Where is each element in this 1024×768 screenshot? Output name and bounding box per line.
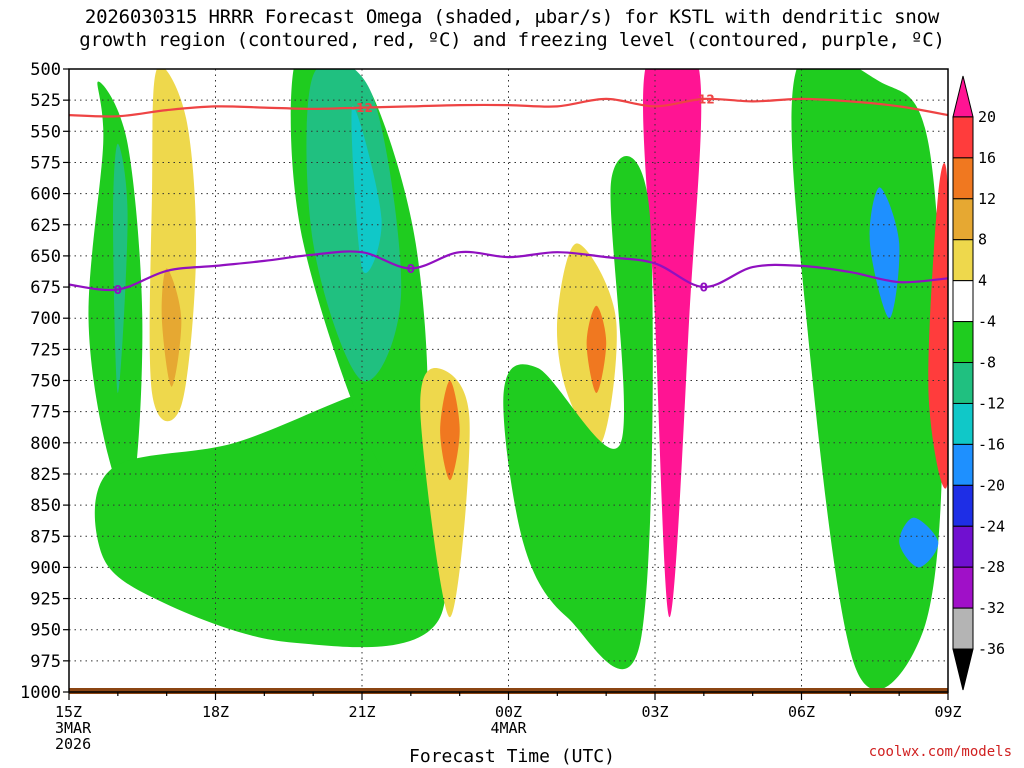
contour-label-0: 0 xyxy=(407,262,415,276)
colorbar-label-11: -28 xyxy=(978,558,1005,576)
y-tick-label-625: 625 xyxy=(30,216,61,236)
contour-label--12: -12 xyxy=(351,101,373,115)
colorbar-segment-0 xyxy=(952,75,974,118)
y-tick-label-600: 600 xyxy=(30,185,61,205)
colorbar-segment-2 xyxy=(952,157,974,200)
colorbar-label-13: -36 xyxy=(978,640,1005,658)
y-tick-label-525: 525 xyxy=(30,91,61,111)
shading-layer xyxy=(88,69,948,690)
y-tick-label-825: 825 xyxy=(30,465,61,485)
colorbar-label-6: -8 xyxy=(978,354,996,372)
omega-region-16 xyxy=(899,517,939,568)
colorbar: 20 16 12 8 4 -4 -8 -12 -16 -20 -24 -28 -32 -36 xyxy=(952,75,1005,691)
x-tick-label-15-0: 06Z xyxy=(788,703,815,721)
chart-title: 2026030315 HRRR Forecast Omega (shaded, … xyxy=(0,6,1024,52)
y-tick-label-725: 725 xyxy=(30,340,61,360)
y-tick-label-975: 975 xyxy=(30,652,61,672)
omega-region-2 xyxy=(149,69,197,422)
contour-label--12: -12 xyxy=(693,92,715,106)
title-line-2: growth region (contoured, red, ºC) and f… xyxy=(79,29,945,51)
omega-region-9 xyxy=(440,380,460,481)
y-tick-label-950: 950 xyxy=(30,621,61,641)
omega-region-6 xyxy=(306,69,402,382)
y-tick-label-575: 575 xyxy=(30,153,61,173)
contour-label-0: 0 xyxy=(114,283,122,297)
y-tick-label-850: 850 xyxy=(30,496,61,516)
colorbar-segment-13 xyxy=(952,607,974,650)
colorbar-label-12: -32 xyxy=(978,599,1005,617)
colorbar-label-7: -12 xyxy=(978,394,1005,412)
y-tick-label-925: 925 xyxy=(30,590,61,610)
x-tick-label-12-0: 03Z xyxy=(641,703,668,721)
colorbar-segment-3 xyxy=(952,198,974,241)
omega-region-11 xyxy=(586,305,607,393)
omega-region-13 xyxy=(503,155,653,670)
contour-line--12 xyxy=(69,97,948,118)
y-tick-label-775: 775 xyxy=(30,403,61,423)
colorbar-label-10: -24 xyxy=(978,517,1005,535)
grid-layer xyxy=(69,69,948,692)
y-tick-label-750: 750 xyxy=(30,372,61,392)
y-tick-label-675: 675 xyxy=(30,278,61,298)
y-tick-label-500: 500 xyxy=(30,60,61,80)
watermark: coolwx.com/models xyxy=(868,744,1012,760)
colorbar-label-5: -4 xyxy=(978,313,996,331)
contour-label-0: 0 xyxy=(700,281,708,295)
colorbar-segment-7 xyxy=(952,362,974,404)
y-tick-label-700: 700 xyxy=(30,309,61,329)
contour-line-0 xyxy=(69,250,948,292)
colorbar-label-2: 12 xyxy=(978,190,996,208)
colorbar-segment-11 xyxy=(952,525,974,568)
omega-region-4 xyxy=(94,374,447,648)
colorbar-segment-1 xyxy=(952,116,974,159)
y-tick-label-875: 875 xyxy=(30,527,61,547)
colorbar-label-4: 4 xyxy=(978,272,987,290)
y-tick-label-1000: 1000 xyxy=(20,683,61,703)
colorbar-segment-10 xyxy=(952,484,974,527)
x-tick-label-0-2: 2026 xyxy=(55,735,91,753)
colorbar-label-8: -16 xyxy=(978,435,1005,453)
colorbar-segment-5 xyxy=(952,280,974,323)
x-tick-label-6-0: 21Z xyxy=(348,703,375,721)
colorbar-label-0: 20 xyxy=(978,108,996,126)
y-tick-label-550: 550 xyxy=(30,122,61,142)
colorbar-segment-9 xyxy=(952,443,974,486)
x-tick-label-3-0: 18Z xyxy=(202,703,229,721)
y-axis: 500 525 550 575 600 625 650 675 700 725 750 775 800 8… xyxy=(20,60,69,703)
colorbar-label-9: -20 xyxy=(978,476,1005,494)
omega-region-15 xyxy=(869,187,900,319)
omega-region-17 xyxy=(928,163,948,489)
y-tick-label-800: 800 xyxy=(30,434,61,454)
title-line-1: 2026030315 HRRR Forecast Omega (shaded, … xyxy=(84,6,940,28)
colorbar-segment-8 xyxy=(952,402,974,445)
x-tick-label-18-0: 09Z xyxy=(934,703,961,721)
y-tick-label-650: 650 xyxy=(30,247,61,267)
contour-layer: -12 -12 0 0 0 xyxy=(69,92,948,297)
x-tick-label-9-1: 4MAR xyxy=(490,719,527,737)
x-axis-label: Forecast Time (UTC) xyxy=(409,746,615,767)
x-tick-label-0-0: 15Z xyxy=(55,703,82,721)
y-tick-label-900: 900 xyxy=(30,558,61,578)
colorbar-segment-12 xyxy=(952,566,974,609)
omega-region-12 xyxy=(643,69,702,618)
colorbar-label-1: 16 xyxy=(978,149,996,167)
colorbar-segment-4 xyxy=(952,239,974,282)
colorbar-segment-14 xyxy=(952,648,974,691)
ground-strip xyxy=(69,688,948,694)
x-tick-label-9-0: 00Z xyxy=(495,703,522,721)
colorbar-label-3: 8 xyxy=(978,231,987,249)
omega-region-3 xyxy=(161,268,182,387)
omega-region-1 xyxy=(113,143,128,393)
x-tick-label-0-1: 3MAR xyxy=(55,719,92,737)
colorbar-segment-6 xyxy=(952,321,974,364)
omega-region-7 xyxy=(351,105,382,274)
